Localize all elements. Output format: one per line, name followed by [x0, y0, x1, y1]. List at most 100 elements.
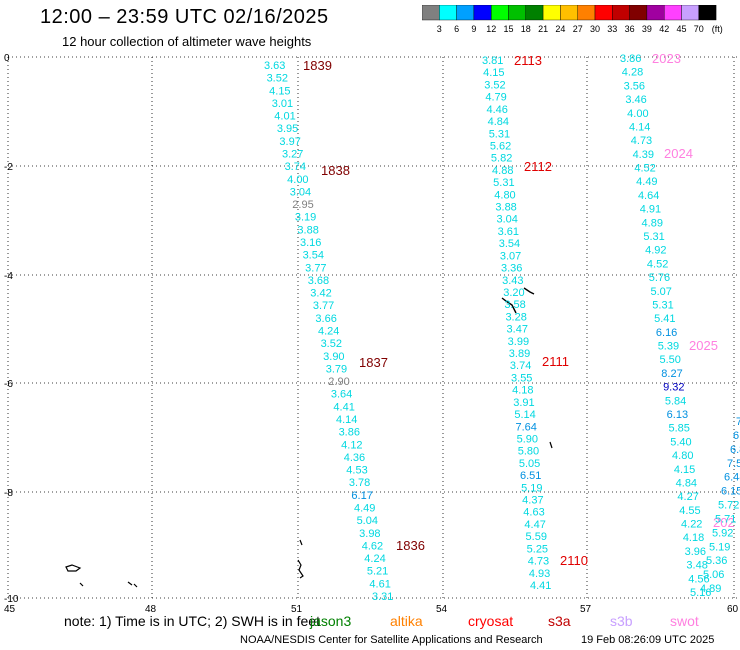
colorbar-swatch	[594, 5, 613, 21]
wave-height-value: 4.80	[672, 450, 693, 462]
wave-height-value: 3.16	[300, 237, 321, 249]
x-tick-label: 57	[580, 604, 592, 615]
x-tick-label: 48	[145, 604, 157, 615]
wave-height-value: 5.05	[519, 458, 540, 470]
wave-height-value: 4.89	[700, 583, 721, 595]
track-time-label: 1836	[396, 538, 425, 553]
wave-height-value: 4.22	[681, 519, 702, 531]
wave-height-value: 3.19	[295, 212, 316, 224]
wave-height-value: 4.64	[638, 190, 659, 202]
wave-height-value: 5.04	[357, 515, 378, 527]
wave-height-value: 4.84	[676, 477, 697, 489]
wave-height-value: 4.00	[287, 174, 308, 186]
y-tick-label: -8	[4, 488, 13, 499]
colorbar-tick: 15	[503, 24, 513, 34]
colorbar-tick: 18	[521, 24, 531, 34]
wave-height-value: 4.24	[318, 326, 339, 338]
wave-height-value: 7.7	[736, 416, 740, 428]
track-time-label: 2025	[689, 338, 718, 353]
x-tick-label: 51	[291, 604, 303, 615]
wave-height-value: 6.15	[721, 486, 740, 498]
wave-height-value: 3.77	[313, 300, 334, 312]
wave-height-value: 5.92	[712, 527, 733, 539]
track-time-label: 2112	[524, 159, 552, 174]
wave-height-value: 5.62	[490, 140, 511, 152]
wave-height-value: 4.46	[486, 104, 507, 116]
wave-height-value: 4.79	[485, 92, 506, 104]
wave-height-value: 4.18	[683, 532, 704, 544]
x-tick-label: 60	[727, 604, 739, 615]
wave-height-value: 3.04	[497, 214, 518, 226]
colorbar-tick: 27	[573, 24, 583, 34]
satellite-track: 3.633.524.153.014.013.953.973.273.744.00…	[264, 58, 425, 603]
wave-height-value: 4.15	[483, 67, 504, 79]
colorbar-tick: 30	[590, 24, 600, 34]
wave-height-value: 4.92	[645, 245, 666, 257]
colorbar-swatch	[439, 5, 457, 21]
wave-height-value: 3.61	[498, 226, 519, 238]
wave-height-value: 4.49	[636, 176, 657, 188]
wave-height-value: 4.39	[633, 149, 654, 161]
wave-height-value: 4.61	[369, 578, 390, 590]
wave-height-value: 5.76	[649, 272, 670, 284]
wave-height-value: 5.90	[517, 433, 538, 445]
wave-height-value: 5.07	[651, 286, 672, 298]
wave-height-value: 6.13	[667, 409, 688, 421]
wave-height-value: 3.55	[511, 372, 532, 384]
wave-height-value: 3.81	[482, 55, 503, 67]
wave-height-value: 3.52	[484, 79, 505, 91]
track-time-label: 2023	[652, 51, 681, 66]
wave-height-value: 3.56	[624, 80, 645, 92]
wave-height-value: 5.71	[715, 513, 736, 525]
wave-height-value: 5.39	[658, 341, 679, 353]
y-tick-label: -10	[4, 594, 19, 605]
wave-height-value: 3.31	[372, 591, 393, 603]
wave-height-value: 5.19	[709, 541, 730, 553]
coastline	[65, 287, 553, 588]
track-time-label: 1837	[359, 355, 388, 370]
map-title: 12:00 – 23:59 UTC 02/16/2025	[40, 6, 329, 28]
wave-height-value: 4.55	[679, 505, 700, 517]
wave-height-value: 3.86	[620, 53, 641, 65]
wave-height-value: 3.86	[339, 427, 360, 439]
wave-height-value: 3.88	[297, 224, 318, 236]
colorbar-swatch	[422, 5, 440, 21]
wave-height-value: 3.64	[331, 389, 352, 401]
footer-credit: NOAA/NESDIS Center for Satellite Applica…	[240, 634, 543, 646]
colorbar-swatch	[560, 5, 578, 21]
wave-height-value: 3.47	[507, 324, 528, 336]
wave-height-value: 3.52	[267, 73, 288, 85]
legend-cryosat: cryosat	[468, 613, 514, 629]
satellite-track: 3.814.153.524.794.464.845.315.625.824.88…	[482, 53, 588, 592]
wave-height-colorbar: 3 6 9 12 15 18 21 24 27 30 33 36 39 42 45 70 (ft)	[422, 5, 723, 34]
wave-height-value: 6.51	[520, 470, 541, 482]
wave-height-value: 3.90	[323, 351, 344, 363]
legend-altika: altika	[390, 613, 423, 629]
wave-height-value: 5.36	[706, 555, 727, 567]
wave-height-value: 3.79	[326, 363, 347, 375]
wave-height-value: 4.91	[640, 204, 661, 216]
wave-height-value: 3.01	[272, 98, 293, 110]
wave-height-value: 4.52	[634, 163, 655, 175]
colorbar-tick: 70	[694, 24, 704, 34]
wave-height-value: 4.52	[647, 258, 668, 270]
wave-height-value: 4.27	[677, 491, 698, 503]
wave-height-value: 5.25	[527, 543, 548, 555]
colorbar-tick: 21	[538, 24, 548, 34]
colorbar-tick: 42	[659, 24, 669, 34]
wave-height-value: 3.42	[310, 288, 331, 300]
x-tick-label: 54	[436, 604, 448, 615]
wave-height-value: 5.14	[514, 409, 535, 421]
wave-height-value: 4.47	[524, 519, 545, 531]
wave-height-value: 5.40	[670, 436, 691, 448]
colorbar-tick: 9	[471, 24, 476, 34]
footer-timestamp: 19 Feb 08:26:09 UTC 2025	[581, 634, 715, 646]
wave-height-value: 4.37	[522, 495, 543, 507]
wave-height-value: 5.80	[518, 446, 539, 458]
wave-height-value: 4.80	[494, 189, 515, 201]
wave-height-value: 3.52	[321, 338, 342, 350]
wave-height-value: 3.43	[502, 275, 523, 287]
wave-height-value: 4.62	[362, 540, 383, 552]
colorbar-swatch	[612, 5, 630, 21]
